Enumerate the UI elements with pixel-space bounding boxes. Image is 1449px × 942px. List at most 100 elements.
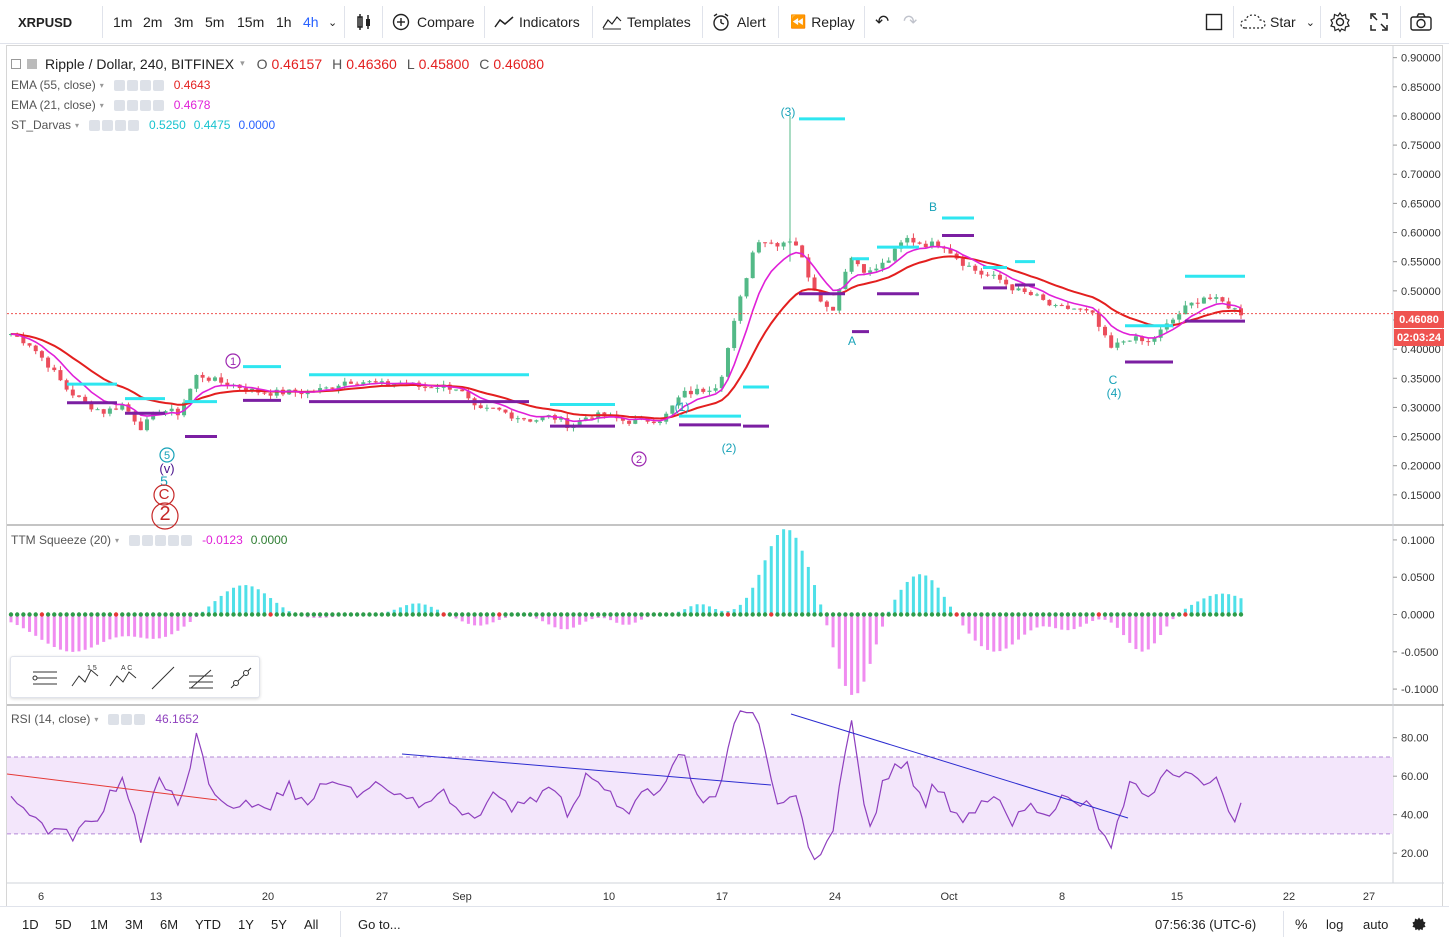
range-1d[interactable]: 1D xyxy=(22,916,39,932)
squeeze-dot xyxy=(101,612,106,617)
symbol-search[interactable]: XRPUSD xyxy=(18,14,73,30)
candle-body xyxy=(76,395,81,397)
candle-body xyxy=(688,390,693,395)
ttm-bar xyxy=(775,534,779,615)
candle-style-button[interactable] xyxy=(354,0,374,44)
ttm-bar xyxy=(547,614,551,625)
chevron-down-icon[interactable]: ▾ xyxy=(99,100,104,110)
fullscreen-layout-button[interactable] xyxy=(1205,0,1223,44)
time-tick-label: 27 xyxy=(376,891,388,903)
settings-button[interactable] xyxy=(1329,0,1351,44)
replay-label: Replay xyxy=(811,14,855,30)
darvas-name: ST_Darvas xyxy=(11,118,72,132)
collapse-icon[interactable] xyxy=(11,59,21,69)
study-controls[interactable] xyxy=(113,79,164,91)
ttm-bar xyxy=(423,604,427,615)
range-5y[interactable]: 5Y xyxy=(271,916,287,932)
chart-settings-button[interactable] xyxy=(1411,907,1427,941)
ttm-bar xyxy=(1072,614,1076,630)
candle-body xyxy=(1096,312,1101,327)
squeeze-dot xyxy=(521,612,527,617)
elliott-correction-tool[interactable]: A C xyxy=(107,662,139,694)
candle-body xyxy=(1059,305,1064,307)
interval-3m[interactable]: 3m xyxy=(174,14,194,30)
range-6m[interactable]: 6M xyxy=(160,916,179,932)
candle-body xyxy=(997,274,1002,280)
indicators-button[interactable]: Indicators xyxy=(494,0,580,44)
undo-icon[interactable]: ↶ xyxy=(875,12,890,32)
squeeze-dot xyxy=(52,612,57,617)
squeeze-dot xyxy=(979,612,984,617)
ttm-bar xyxy=(1103,614,1107,620)
interval-4h[interactable]: 4h xyxy=(303,14,319,30)
toolbar-divider xyxy=(382,6,383,38)
interval-5m[interactable]: 5m xyxy=(205,14,225,30)
candle-body xyxy=(200,374,205,378)
log-toggle[interactable]: log xyxy=(1326,916,1344,932)
replay-button[interactable]: ⏪ Replay xyxy=(790,0,855,44)
horizontal-lines-tool[interactable] xyxy=(29,662,61,694)
candle-body xyxy=(373,381,378,383)
redo-icon[interactable]: ↷ xyxy=(903,12,918,32)
candle-body xyxy=(806,257,811,278)
price-tick-label: 0.15000 xyxy=(1401,490,1441,502)
squeeze-dot xyxy=(89,612,94,617)
squeeze-dot xyxy=(1059,612,1064,617)
compare-button[interactable]: Compare xyxy=(392,0,475,44)
darvas-value-3: 0.0000 xyxy=(238,118,276,132)
time-tick-label: 10 xyxy=(603,891,615,903)
chevron-down-icon[interactable]: ▾ xyxy=(240,59,245,69)
snapshot-button[interactable] xyxy=(1410,0,1432,44)
chevron-down-icon[interactable]: ▾ xyxy=(94,714,99,724)
rsi-tick-label: 60.00 xyxy=(1401,771,1429,783)
toolbar-divider xyxy=(592,6,593,38)
ttm-bar xyxy=(738,604,742,615)
study-controls[interactable] xyxy=(129,534,193,546)
squeeze-dot xyxy=(997,612,1003,617)
range-1m[interactable]: 1M xyxy=(90,916,109,932)
range-3m[interactable]: 3M xyxy=(125,916,144,932)
chart-area[interactable]: 0.15000 0.20000 0.25000 0.30000 0.35000 0.400… xyxy=(6,45,1444,908)
ttm-bar xyxy=(979,614,983,647)
candle-body xyxy=(89,402,94,410)
candle-body xyxy=(750,252,755,279)
interval-1m[interactable]: 1m xyxy=(113,14,133,30)
chevron-down-icon[interactable]: ▾ xyxy=(75,120,80,130)
study-controls[interactable] xyxy=(89,119,140,131)
auto-toggle[interactable]: auto xyxy=(1363,916,1389,932)
interval-2m[interactable]: 2m xyxy=(143,14,163,30)
candle-body xyxy=(460,389,465,392)
close-label: C xyxy=(479,56,490,72)
ttm-bar xyxy=(411,603,415,615)
goto-button[interactable]: Go to... xyxy=(358,916,401,932)
candle-body xyxy=(144,419,149,431)
fullscreen-button[interactable] xyxy=(1370,0,1388,44)
fib-tool[interactable] xyxy=(185,662,217,694)
alert-button[interactable]: Alert xyxy=(711,0,766,44)
squeeze-dot xyxy=(818,612,823,617)
range-1y[interactable]: 1Y xyxy=(238,916,254,932)
squeeze-dot xyxy=(663,612,669,617)
chevron-down-icon[interactable]: ⌄ xyxy=(328,15,338,29)
range-5d[interactable]: 5D xyxy=(55,916,72,932)
path-tool[interactable] xyxy=(225,662,257,694)
study-controls[interactable] xyxy=(113,99,164,111)
chart-canvas[interactable]: 0.15000 0.20000 0.25000 0.30000 0.35000 0.400… xyxy=(7,46,1444,908)
squeeze-dot xyxy=(558,612,564,617)
interval-1h[interactable]: 1h xyxy=(276,14,292,30)
trend-line-tool[interactable] xyxy=(147,662,179,694)
candle-body xyxy=(701,388,706,392)
interval-15m[interactable]: 15m xyxy=(237,14,265,30)
squeeze-dot xyxy=(299,612,304,617)
chevron-down-icon[interactable]: ▾ xyxy=(99,80,104,90)
percent-toggle[interactable]: % xyxy=(1295,916,1308,932)
range-ytd[interactable]: YTD xyxy=(195,916,221,932)
templates-button[interactable]: Templates xyxy=(602,0,691,44)
range-all[interactable]: All xyxy=(304,916,319,932)
squeeze-dot xyxy=(719,612,725,617)
elliott-impulse-tool[interactable]: 1 5 xyxy=(69,662,101,694)
chevron-down-icon[interactable]: ▾ xyxy=(115,535,120,545)
svg-text:1 5: 1 5 xyxy=(87,665,97,672)
study-controls[interactable] xyxy=(108,713,146,725)
star-button[interactable]: Star ⌄ xyxy=(1240,0,1315,44)
